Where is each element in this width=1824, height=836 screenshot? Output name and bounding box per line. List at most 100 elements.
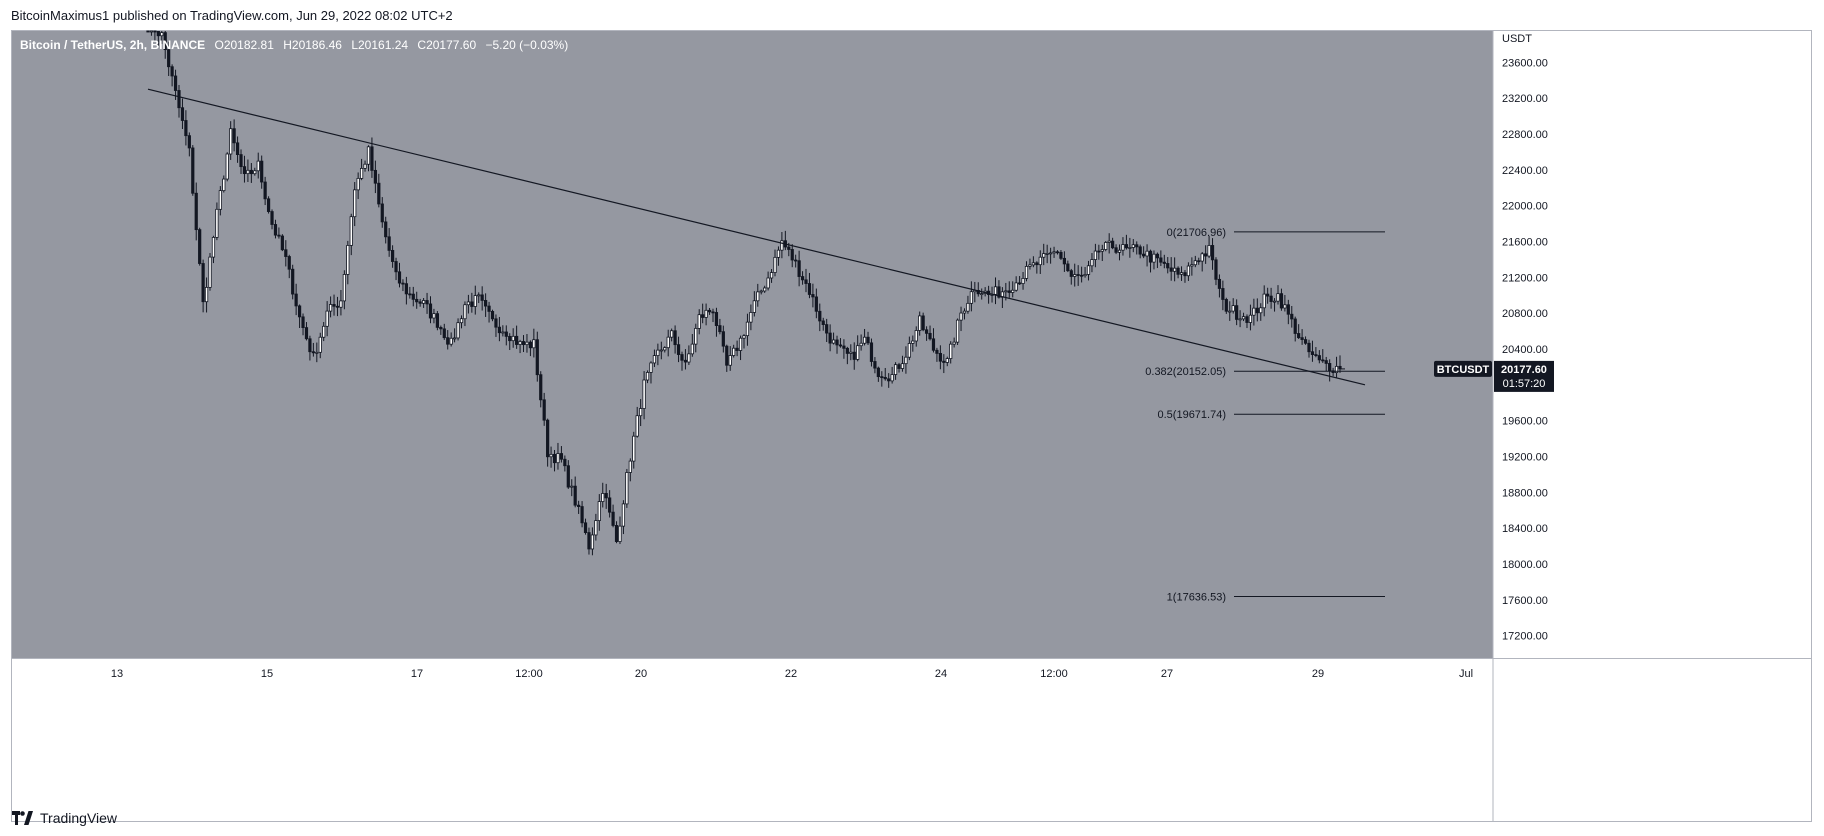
candle-body <box>384 221 388 238</box>
candle-body <box>945 358 949 363</box>
candle-body <box>1279 293 1284 309</box>
candle-body <box>1042 253 1046 258</box>
candle-body <box>332 304 336 307</box>
chart-frame <box>11 30 1812 822</box>
candle-body <box>1204 253 1208 257</box>
candle-body <box>587 532 591 550</box>
candle-body <box>680 354 684 361</box>
candle-body <box>163 32 167 51</box>
candle-body <box>470 301 474 307</box>
candle-body <box>325 310 329 327</box>
time-tick-label: 13 <box>111 668 123 680</box>
candle-body <box>1245 316 1249 323</box>
candle-body <box>546 419 550 458</box>
candle-body <box>232 128 236 144</box>
candle-body <box>887 378 891 382</box>
candle-body <box>1224 299 1228 312</box>
candle-body <box>1028 264 1032 267</box>
candle-body <box>198 229 202 264</box>
candle-body <box>893 364 898 375</box>
candle-body <box>1059 251 1063 259</box>
candle-body <box>756 291 760 302</box>
candle-body <box>401 282 405 285</box>
candle-body <box>446 337 450 345</box>
candle-body <box>1328 363 1332 372</box>
candle-body <box>1207 245 1211 257</box>
candle-body <box>738 337 743 351</box>
candle-body <box>422 300 426 304</box>
candle-body <box>1166 263 1170 269</box>
candle-body <box>1307 342 1311 353</box>
candle-body <box>980 293 984 296</box>
candle-body <box>725 345 729 366</box>
candle-body <box>900 363 905 369</box>
candle-body <box>528 341 533 349</box>
candle-body <box>322 325 326 338</box>
candle-body <box>318 336 322 353</box>
symbol-legend: Bitcoin / TetherUS, 2h, BINANCE O20182.8… <box>20 38 568 52</box>
candle-body <box>1197 260 1201 263</box>
price-tick-label: 21600.00 <box>1502 236 1548 248</box>
candle-body <box>156 31 160 37</box>
candle-body <box>1169 267 1173 272</box>
candle-body <box>449 337 453 345</box>
candle-body <box>218 190 222 210</box>
candle-body <box>477 294 481 297</box>
candle-body <box>880 376 884 379</box>
last-price-tag: 20177.60 <box>1501 364 1547 376</box>
candle-body <box>890 374 894 382</box>
candle-body <box>714 312 719 326</box>
candle-body <box>635 415 639 437</box>
published-by-text: BitcoinMaximus1 published on TradingView… <box>11 8 453 23</box>
candle-body <box>918 315 922 331</box>
candle-body <box>404 283 408 295</box>
candle-body <box>745 321 750 337</box>
candle-body <box>1038 256 1042 266</box>
legend-open-label: O <box>214 38 224 52</box>
candle-body <box>1100 249 1104 252</box>
candle-body <box>173 75 178 91</box>
candle-body <box>649 362 653 373</box>
candle-body <box>1186 265 1191 277</box>
candle-body <box>721 331 725 347</box>
candle-body <box>359 168 364 179</box>
candle-body <box>263 181 267 200</box>
price-tick-label: 20800.00 <box>1502 308 1548 320</box>
candle-body <box>1214 259 1218 280</box>
candle-body <box>494 318 498 328</box>
candle-body <box>349 216 353 246</box>
candle-body <box>160 32 164 37</box>
candle-body <box>211 237 216 258</box>
candle-body <box>539 374 543 401</box>
candle-body <box>363 163 367 169</box>
candle-body <box>1076 274 1080 276</box>
legend-symbol: Bitcoin / TetherUS, 2h, BINANCE <box>20 38 206 52</box>
candle-body <box>559 453 564 460</box>
candle-body <box>911 340 915 344</box>
candle-body <box>811 294 815 298</box>
candle-body <box>969 291 973 304</box>
candle-body <box>935 349 939 354</box>
candle-body <box>828 332 832 344</box>
candle-body <box>1066 263 1070 272</box>
candle-body <box>955 319 960 343</box>
candle-body <box>242 166 247 175</box>
price-tick-label: 20400.00 <box>1502 344 1548 356</box>
candle-body <box>260 160 264 183</box>
candle-body <box>656 349 660 356</box>
candle-body <box>1255 307 1259 314</box>
candle-body <box>408 293 412 296</box>
candle-body <box>1007 290 1011 293</box>
candle-body <box>673 330 677 346</box>
candle-body <box>270 211 274 225</box>
symbol-tag-bg <box>1434 360 1492 377</box>
candle-body <box>570 485 574 488</box>
time-tick-label: 15 <box>261 668 273 680</box>
candle-body <box>749 312 753 323</box>
legend-change: −5.20 (−0.03%) <box>485 38 569 52</box>
candle-body <box>515 335 519 345</box>
candle-body <box>532 339 536 349</box>
candle-body <box>1324 360 1328 364</box>
candle-body <box>1152 253 1156 263</box>
